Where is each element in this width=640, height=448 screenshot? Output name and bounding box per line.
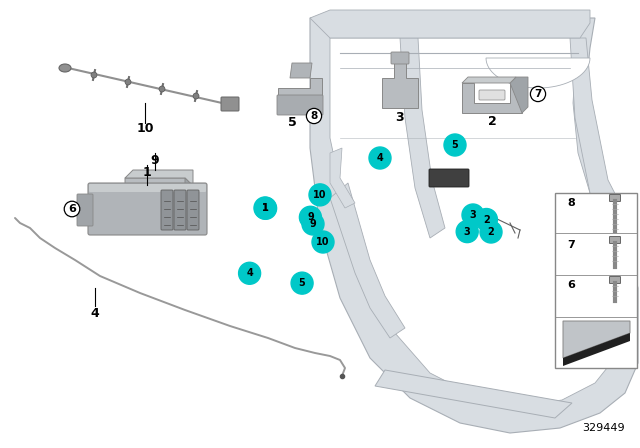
FancyBboxPatch shape xyxy=(89,184,206,192)
Text: 7: 7 xyxy=(567,240,575,250)
Circle shape xyxy=(91,72,97,78)
Polygon shape xyxy=(462,77,516,83)
Circle shape xyxy=(291,272,313,294)
Circle shape xyxy=(462,204,484,226)
Text: 9: 9 xyxy=(150,154,159,167)
Polygon shape xyxy=(290,63,312,78)
Text: 8: 8 xyxy=(567,198,575,208)
Circle shape xyxy=(159,86,165,92)
Text: 5: 5 xyxy=(287,116,296,129)
FancyBboxPatch shape xyxy=(77,194,93,226)
Circle shape xyxy=(309,184,331,206)
FancyBboxPatch shape xyxy=(555,193,637,368)
Text: 4: 4 xyxy=(246,268,253,278)
Polygon shape xyxy=(570,38,625,228)
Text: 5: 5 xyxy=(299,278,305,288)
Text: 9: 9 xyxy=(307,212,314,222)
Ellipse shape xyxy=(59,64,71,72)
Text: 10: 10 xyxy=(136,122,154,135)
Polygon shape xyxy=(125,178,193,228)
Text: 10: 10 xyxy=(313,190,327,200)
Text: 8: 8 xyxy=(310,111,317,121)
Polygon shape xyxy=(330,38,622,406)
Polygon shape xyxy=(310,18,638,433)
FancyBboxPatch shape xyxy=(174,190,186,230)
Text: 1: 1 xyxy=(262,203,268,213)
Text: 3: 3 xyxy=(464,227,470,237)
Text: 6: 6 xyxy=(68,204,76,214)
Text: 2: 2 xyxy=(488,115,497,128)
Circle shape xyxy=(254,197,276,219)
Circle shape xyxy=(302,213,324,235)
Polygon shape xyxy=(462,83,522,113)
Text: 9: 9 xyxy=(310,219,316,229)
Circle shape xyxy=(312,231,334,253)
Circle shape xyxy=(476,208,497,231)
Text: 4: 4 xyxy=(376,153,383,163)
Polygon shape xyxy=(563,321,630,358)
Polygon shape xyxy=(563,333,630,366)
Text: 4: 4 xyxy=(91,307,99,320)
FancyBboxPatch shape xyxy=(429,169,469,187)
Polygon shape xyxy=(278,78,322,98)
Circle shape xyxy=(239,262,260,284)
FancyBboxPatch shape xyxy=(609,276,621,284)
Circle shape xyxy=(125,79,131,85)
Polygon shape xyxy=(510,77,528,113)
Polygon shape xyxy=(486,58,590,88)
Circle shape xyxy=(369,147,391,169)
Circle shape xyxy=(193,93,199,99)
Circle shape xyxy=(300,206,321,228)
Polygon shape xyxy=(330,183,405,338)
Text: 3: 3 xyxy=(470,210,476,220)
FancyBboxPatch shape xyxy=(277,95,323,115)
Text: 1: 1 xyxy=(262,203,269,213)
FancyBboxPatch shape xyxy=(391,52,409,64)
Polygon shape xyxy=(120,216,125,228)
Text: 2: 2 xyxy=(488,227,494,237)
Text: 6: 6 xyxy=(567,280,575,290)
Polygon shape xyxy=(375,370,572,418)
Polygon shape xyxy=(185,178,193,228)
FancyBboxPatch shape xyxy=(161,190,173,230)
FancyBboxPatch shape xyxy=(221,97,239,111)
Polygon shape xyxy=(330,148,355,208)
Polygon shape xyxy=(400,38,445,238)
FancyBboxPatch shape xyxy=(609,237,621,244)
Text: 5: 5 xyxy=(452,140,458,150)
Polygon shape xyxy=(382,63,418,108)
Circle shape xyxy=(480,221,502,243)
Circle shape xyxy=(444,134,466,156)
Text: 7: 7 xyxy=(534,89,541,99)
Text: 10: 10 xyxy=(316,237,330,247)
Circle shape xyxy=(456,220,478,243)
FancyBboxPatch shape xyxy=(88,183,207,235)
Text: 2: 2 xyxy=(483,215,490,224)
Polygon shape xyxy=(310,10,590,38)
Text: 329449: 329449 xyxy=(582,423,625,433)
FancyBboxPatch shape xyxy=(479,90,505,100)
Text: 1: 1 xyxy=(143,166,152,179)
Polygon shape xyxy=(125,170,193,186)
FancyBboxPatch shape xyxy=(187,190,199,230)
FancyBboxPatch shape xyxy=(609,194,621,202)
Circle shape xyxy=(255,197,276,220)
Text: 3: 3 xyxy=(396,111,404,124)
